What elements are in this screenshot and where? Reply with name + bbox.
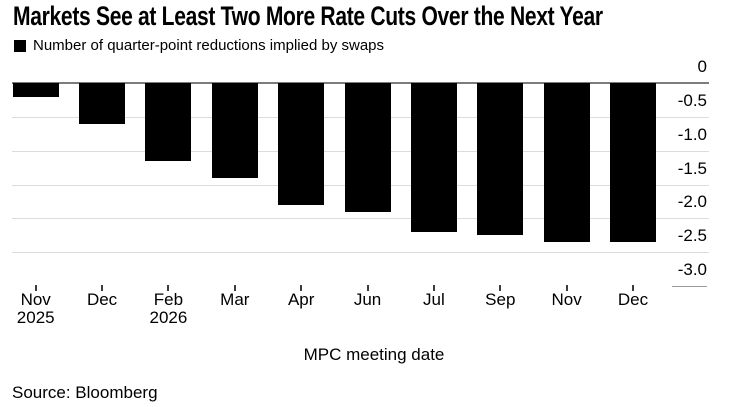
legend: Number of quarter-point reductions impli… xyxy=(14,38,384,54)
bar-dec xyxy=(79,83,126,124)
bar-dec xyxy=(610,83,657,243)
x-tick-label-line: Mar xyxy=(220,290,250,309)
x-tick-label-line: Nov xyxy=(551,290,582,309)
y-tick-label: -2.5 xyxy=(677,226,707,246)
x-tick xyxy=(565,285,568,291)
bar-sep xyxy=(477,83,524,236)
x-tick-label: Dec xyxy=(66,291,138,309)
bar-jul xyxy=(410,83,457,232)
x-tick xyxy=(101,285,104,291)
x-tick-label-line: Nov xyxy=(20,290,51,309)
x-tick-label-line: Apr xyxy=(287,290,315,309)
x-tick xyxy=(167,285,170,291)
x-tick xyxy=(233,285,236,291)
legend-swatch-icon xyxy=(14,40,26,52)
x-tick-label-line: Dec xyxy=(617,290,649,309)
source-note: Source: Bloomberg xyxy=(12,383,158,402)
x-tick xyxy=(632,285,635,291)
x-tick xyxy=(499,285,502,291)
x-tick-label: Feb 2026 xyxy=(132,291,204,327)
bar-nov xyxy=(543,83,590,243)
x-tick xyxy=(366,285,369,291)
x-tick-label: Nov 2025 xyxy=(0,291,72,327)
x-tick-label-line: Feb xyxy=(153,290,184,309)
y-tick-label: -3.0 xyxy=(677,260,707,279)
y-tick-label: -1.0 xyxy=(677,124,707,144)
x-tick-label: Sep xyxy=(464,291,536,309)
x-tick-label: Nov xyxy=(531,291,603,309)
bar-jun xyxy=(344,83,391,212)
axis-end-line xyxy=(672,286,707,287)
x-tick-label-line: Dec xyxy=(86,290,118,309)
x-tick-label: Apr xyxy=(265,291,337,309)
gridline xyxy=(12,252,709,254)
x-tick-label-line: 2026 xyxy=(149,308,188,327)
y-tick-label: -0.5 xyxy=(677,90,707,110)
x-tick xyxy=(34,285,37,291)
bar-apr xyxy=(278,83,325,205)
y-tick-label: -1.5 xyxy=(677,158,707,178)
x-tick xyxy=(300,285,303,291)
y-tick-label: 0 xyxy=(697,57,707,76)
x-tick-label-line: 2025 xyxy=(16,308,55,327)
bar-feb-2026 xyxy=(145,83,192,161)
gridline xyxy=(12,218,709,220)
x-tick-label-line: Sep xyxy=(485,290,516,309)
x-tick-label: Jun xyxy=(332,291,404,309)
x-tick-label: Mar xyxy=(199,291,271,309)
chart-title: Markets See at Least Two More Rate Cuts … xyxy=(13,1,603,31)
x-tick-label-line: Jul xyxy=(423,290,445,309)
x-axis-title: MPC meeting date xyxy=(303,345,445,364)
bar-nov-2025 xyxy=(12,83,59,97)
x-tick-label: Jul xyxy=(398,291,470,309)
x-tick-label: Dec xyxy=(597,291,669,309)
plot-area xyxy=(12,82,709,287)
bar-mar xyxy=(211,83,258,178)
x-tick-label-line: Jun xyxy=(353,290,382,309)
legend-label: Number of quarter-point reductions impli… xyxy=(33,37,384,54)
y-tick-label: -2.0 xyxy=(677,192,707,212)
x-tick xyxy=(432,285,435,291)
